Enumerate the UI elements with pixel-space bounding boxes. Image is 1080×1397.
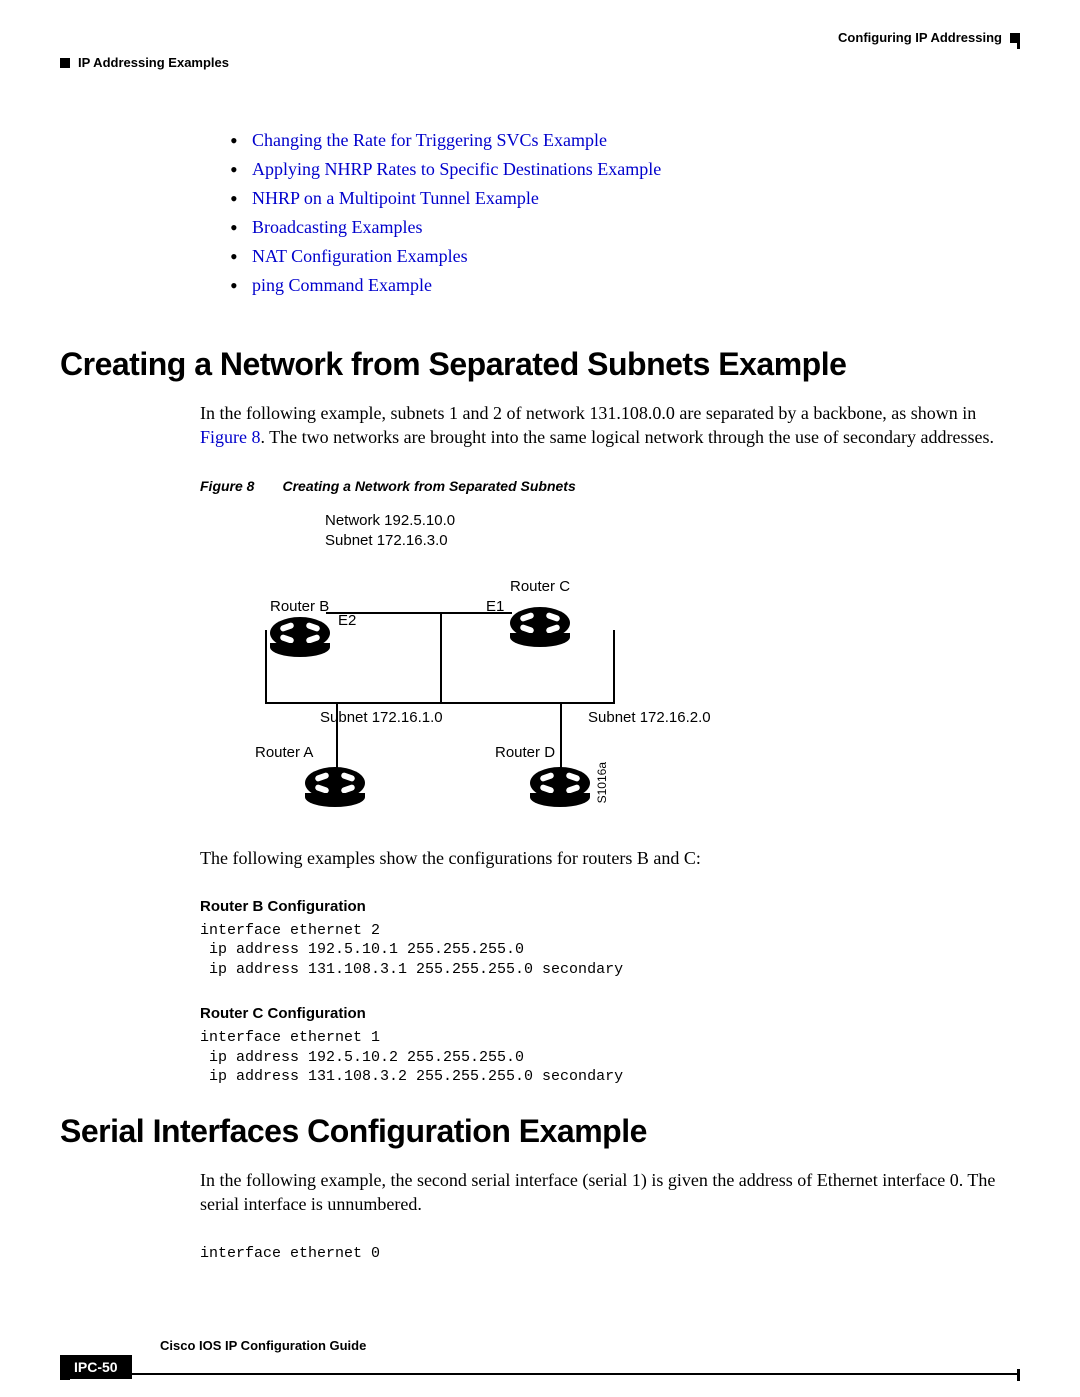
link[interactable]: Broadcasting Examples: [252, 217, 422, 237]
line-h-top: [326, 612, 512, 614]
section2-code: interface ethernet 0: [200, 1244, 1020, 1264]
section2-title: Serial Interfaces Configuration Example: [60, 1113, 1020, 1150]
label-sideid: S1016a: [595, 762, 609, 803]
routerB-head: Router B Configuration: [200, 898, 1020, 915]
router-A-icon: [305, 767, 365, 799]
line-v-mid: [440, 612, 442, 702]
link[interactable]: Applying NHRP Rates to Specific Destinat…: [252, 159, 661, 179]
line-v-left: [265, 630, 267, 704]
link[interactable]: NHRP on a Multipoint Tunnel Example: [252, 188, 539, 208]
header-left-text: IP Addressing Examples: [78, 55, 229, 70]
section1-title: Creating a Network from Separated Subnet…: [60, 346, 1020, 383]
figure-caption: Figure 8 Creating a Network from Separate…: [200, 478, 1020, 494]
routerC-code: interface ethernet 1 ip address 192.5.10…: [200, 1028, 1020, 1087]
list-item: Applying NHRP Rates to Specific Destinat…: [230, 159, 1020, 180]
section2-paragraph: In the following example, the second ser…: [200, 1168, 1020, 1217]
section1-paragraph: In the following example, subnets 1 and …: [200, 401, 1020, 450]
header-right: Configuring IP Addressing: [60, 30, 1020, 45]
router-D-icon: [530, 767, 590, 799]
footer: Cisco IOS IP Configuration Guide IPC-50: [60, 1357, 1020, 1375]
header-tick: [1017, 35, 1020, 49]
routerC-head: Router C Configuration: [200, 1005, 1020, 1022]
page-number: IPC-50: [60, 1355, 132, 1379]
label-routerB: Router B: [270, 598, 329, 615]
label-network: Network 192.5.10.0: [325, 512, 455, 529]
network-diagram: Network 192.5.10.0 Subnet 172.16.3.0 Rou…: [210, 512, 690, 822]
footer-title: Cisco IOS IP Configuration Guide: [60, 1338, 366, 1353]
list-item: NHRP on a Multipoint Tunnel Example: [230, 188, 1020, 209]
router-B-icon: [270, 617, 330, 649]
line-v-D: [560, 702, 562, 770]
label-subnetR: Subnet 172.16.2.0: [588, 709, 711, 726]
figure-label: Figure 8: [200, 478, 254, 494]
list-item: Changing the Rate for Triggering SVCs Ex…: [230, 130, 1020, 151]
label-routerA: Router A: [255, 744, 313, 761]
figure-link[interactable]: Figure 8: [200, 427, 261, 447]
footer-line: [60, 1373, 1020, 1375]
router-C-icon: [510, 607, 570, 639]
para-post: . The two networks are brought into the …: [261, 427, 994, 447]
para-pre: In the following example, subnets 1 and …: [200, 403, 976, 423]
footer-tick: [1017, 1369, 1020, 1381]
list-item: ping Command Example: [230, 275, 1020, 296]
figure-title: Creating a Network from Separated Subnet…: [282, 478, 575, 494]
line-v-right: [613, 630, 615, 704]
label-routerC: Router C: [510, 578, 570, 595]
label-e2: E2: [338, 612, 356, 629]
header-square-left: [60, 58, 70, 68]
link[interactable]: ping Command Example: [252, 275, 432, 295]
header-right-text: Configuring IP Addressing: [838, 30, 1002, 45]
header-left: IP Addressing Examples: [60, 55, 1020, 70]
list-item: Broadcasting Examples: [230, 217, 1020, 238]
label-subnet-top: Subnet 172.16.3.0: [325, 532, 448, 549]
routerB-code: interface ethernet 2 ip address 192.5.10…: [200, 921, 1020, 980]
link[interactable]: Changing the Rate for Triggering SVCs Ex…: [252, 130, 607, 150]
label-subnetL: Subnet 172.16.1.0: [320, 709, 443, 726]
link-list: Changing the Rate for Triggering SVCs Ex…: [230, 130, 1020, 296]
link[interactable]: NAT Configuration Examples: [252, 246, 468, 266]
label-routerD: Router D: [495, 744, 555, 761]
line-h-bot: [265, 702, 615, 704]
list-item: NAT Configuration Examples: [230, 246, 1020, 267]
section1-post-text: The following examples show the configur…: [200, 846, 1020, 870]
